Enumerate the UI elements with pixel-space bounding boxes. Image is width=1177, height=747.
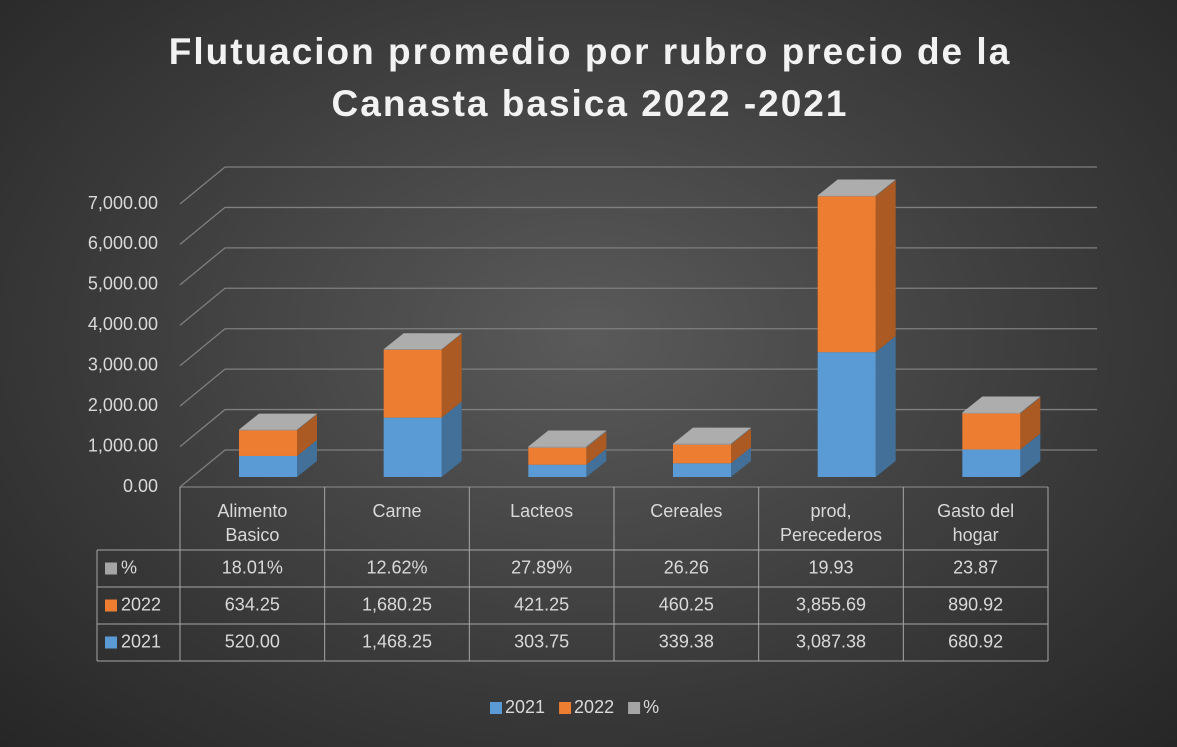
table-cell: 23.87 (953, 557, 998, 577)
bar (383, 349, 442, 418)
table-cell: 421.25 (514, 594, 569, 614)
bar (962, 413, 1021, 450)
table-cell: 19.93 (808, 557, 853, 577)
table-cell: 680.92 (948, 631, 1003, 651)
bar-side (297, 414, 317, 456)
bar-side (1020, 433, 1041, 477)
bar-side (875, 180, 896, 353)
category-label: Gasto del hogar (937, 501, 1015, 545)
grid-line (179, 206, 1097, 245)
table-cell: 460.25 (659, 594, 714, 614)
y-tick-label: 2,000.00 (88, 395, 158, 415)
bar (528, 447, 587, 465)
y-tick-label: 0.00 (123, 476, 158, 496)
bar-top (962, 396, 1041, 413)
table-cell: 520.00 (225, 631, 280, 651)
grid-line (179, 408, 1097, 448)
legend-swatch (628, 702, 641, 714)
bar-side (586, 448, 607, 477)
table-cell: 634.25 (225, 594, 280, 614)
y-tick-label: 4,000.00 (88, 314, 158, 334)
bar (962, 412, 1021, 414)
y-tick-label: 1,000.00 (88, 435, 158, 455)
bar-side (586, 431, 607, 465)
bar (673, 444, 731, 464)
chart-title: Flutuacion promedio por rubro precio de … (168, 31, 1012, 124)
table-cell: 12.62% (366, 557, 427, 577)
bar-top (817, 179, 896, 196)
bar (673, 443, 731, 445)
table-cell: 3,855.69 (796, 594, 866, 614)
legend-label: 2022 (574, 697, 614, 717)
bar-side (731, 427, 751, 445)
bar-side (441, 333, 462, 418)
bar (817, 195, 876, 197)
bar-side (441, 401, 462, 477)
grid-line (179, 328, 1097, 367)
grid-line (179, 368, 1097, 407)
category-label: Alimento Basico (217, 501, 288, 545)
y-tick-label: 6,000.00 (88, 233, 158, 253)
legend-label: % (643, 697, 659, 717)
legend-key (105, 636, 117, 649)
bar-side (441, 333, 462, 350)
bar (817, 196, 876, 353)
bar (528, 446, 587, 448)
bar-side (1020, 397, 1041, 450)
table-series-label: % (121, 557, 137, 577)
table-series-label: 2022 (121, 594, 161, 614)
category-label: Lacteos (510, 501, 574, 521)
legend-label: 2021 (505, 697, 545, 717)
y-tick-label: 7,000.00 (88, 193, 158, 213)
category-label: Cereales (650, 501, 723, 521)
y-tick-label: 5,000.00 (88, 274, 158, 294)
bar-side (586, 430, 607, 448)
bar (239, 455, 297, 477)
bar (673, 463, 731, 477)
grid-line (179, 247, 1097, 286)
legend-key (105, 562, 117, 575)
bar (383, 417, 442, 477)
category-label: Carne (372, 501, 422, 521)
table-cell: 3,087.38 (796, 631, 866, 651)
bar-side (875, 336, 896, 477)
bar-side (875, 179, 896, 197)
table-series-label: 2021 (121, 631, 161, 651)
bar-top (673, 427, 751, 444)
bar-top (239, 413, 317, 430)
bar (962, 449, 1021, 477)
y-tick-label: 3,000.00 (88, 354, 158, 374)
table-cell: 18.01% (222, 557, 283, 577)
bar-side (731, 428, 751, 464)
grid-line (179, 449, 1097, 488)
legend-swatch (559, 702, 572, 714)
bar (817, 352, 876, 477)
bar-side (731, 447, 751, 477)
table-cell: 1,468.25 (362, 631, 432, 651)
bar-top (383, 333, 462, 350)
bar-side (297, 413, 317, 431)
grid-line (179, 287, 1097, 326)
bar-top (528, 430, 607, 447)
bar (383, 349, 442, 350)
category-label: prod, Perecederos (779, 501, 883, 545)
bar (239, 430, 297, 456)
table-cell: 26.26 (664, 557, 709, 577)
table-cell: 1,680.25 (362, 594, 432, 614)
bar (239, 429, 297, 431)
table-cell: 27.89% (511, 557, 572, 577)
bar-side (1020, 396, 1041, 414)
legend-swatch (490, 702, 502, 714)
table-cell: 339.38 (659, 631, 714, 651)
grid-line (179, 166, 1097, 205)
table-cell: 303.75 (514, 631, 569, 651)
bar-side (297, 439, 317, 477)
legend-key (105, 599, 117, 612)
table-cell: 890.92 (948, 594, 1003, 614)
bar (528, 464, 587, 477)
